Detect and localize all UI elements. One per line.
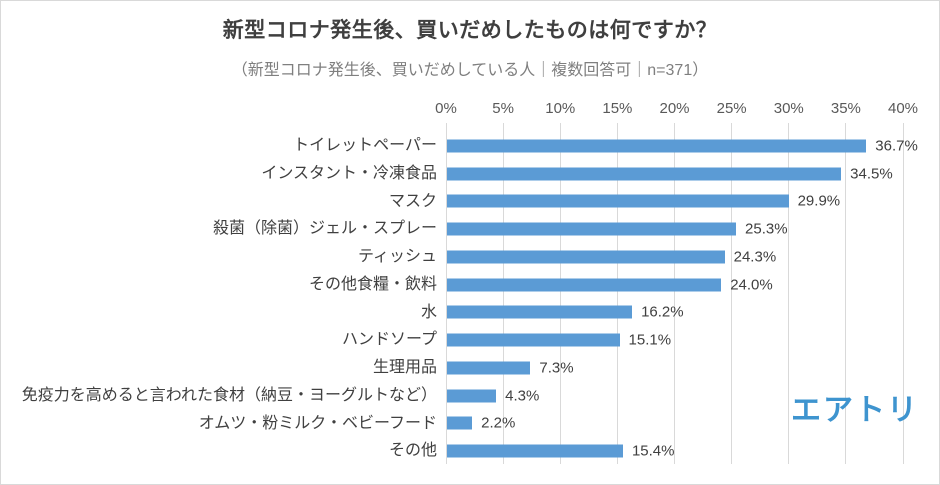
data-label: 2.2% — [481, 414, 516, 432]
category-label: ティッシュ — [357, 248, 437, 265]
chart-subtitle: （新型コロナ発生後、買いだめしている人｜複数回答可｜n=371） — [231, 62, 709, 79]
bar-row: 16.2% — [446, 299, 903, 327]
bar-row: 24.3% — [446, 243, 903, 271]
bar — [447, 139, 867, 153]
category-label: マスク — [388, 192, 437, 210]
bar — [447, 416, 473, 430]
x-tick-label: 25% — [716, 100, 747, 117]
x-tick-label: 20% — [659, 100, 690, 117]
data-label: 34.5% — [850, 165, 893, 183]
gridline — [674, 123, 675, 464]
value-axis-line — [445, 123, 447, 464]
bar-row: 36.7% — [446, 132, 918, 160]
bar-row: 7.3% — [446, 354, 903, 382]
x-axis: 0% 5% 10% 15% 20% 25% 30% 35% 40% — [435, 100, 918, 117]
bar-row: 15.1% — [446, 326, 903, 354]
gridlines — [445, 123, 904, 464]
data-label: 36.7% — [875, 137, 918, 155]
x-tick-label: 30% — [773, 100, 804, 117]
bar — [447, 250, 725, 264]
gridline — [845, 123, 847, 464]
x-tick-label: 5% — [492, 100, 514, 117]
airtrip-logo: エアトリ — [791, 394, 919, 427]
bar — [447, 305, 633, 319]
x-tick-label: 40% — [887, 100, 919, 117]
bar-row: 15.4% — [446, 437, 903, 465]
x-tick-label: 0% — [435, 100, 457, 117]
bar — [447, 361, 531, 375]
bar-row: 4.3% — [446, 382, 903, 410]
bar-row: 24.0% — [446, 271, 903, 299]
category-label: ハンドソープ — [341, 331, 437, 349]
data-label: 16.2% — [641, 303, 684, 321]
category-axis: トイレットペーパーインスタント・冷凍食品マスク殺菌（除菌）ジェル・スプレーティッ… — [1, 132, 437, 465]
gridline — [559, 123, 561, 464]
category-label: インスタント・冷凍食品 — [261, 164, 437, 182]
gridline — [731, 123, 733, 464]
bar — [447, 222, 737, 236]
category-label: 免疫力を高めると言われた食材（納豆・ヨーグルトなど） — [21, 386, 437, 404]
gridline — [616, 123, 618, 464]
bar — [447, 333, 620, 347]
data-label: 7.3% — [539, 359, 574, 377]
plot-area: 36.7% 34.5% 29.9% 25.3% 24.3% 24.0% 16.2% 15.1%… — [446, 132, 918, 465]
category-label: その他 — [388, 442, 437, 460]
data-label: 15.1% — [628, 331, 672, 349]
bar-row: 25.3% — [446, 215, 903, 243]
data-label: 29.9% — [797, 192, 841, 210]
category-label: 生理用品 — [372, 359, 437, 376]
x-tick-label: 35% — [830, 100, 861, 117]
bar-row: 2.2% — [446, 410, 903, 438]
bar — [447, 194, 789, 208]
bar-row: 29.9% — [446, 188, 903, 216]
category-label: トイレットペーパー — [293, 137, 437, 154]
data-label: 24.3% — [733, 248, 777, 266]
category-label: オムツ・粉ミルク・ベビーフード — [198, 414, 437, 432]
bar — [447, 278, 722, 292]
category-label: その他食糧・飲料 — [308, 275, 437, 293]
gridline — [502, 123, 504, 464]
data-label: 24.0% — [730, 276, 773, 294]
gridline — [788, 123, 790, 464]
bar — [447, 389, 497, 403]
gridline — [902, 123, 904, 464]
category-label: 殺菌（除菌）ジェル・スプレー — [212, 220, 437, 238]
bar — [447, 444, 623, 458]
data-label: 25.3% — [745, 220, 788, 238]
x-tick-label: 15% — [602, 100, 633, 117]
chart-title: 新型コロナ発生後、買いだめしたものは何ですか？ — [222, 19, 718, 42]
category-label: 水 — [420, 303, 437, 321]
data-label: 4.3% — [505, 387, 540, 405]
bar-row: 34.5% — [446, 160, 903, 188]
bar — [447, 167, 842, 181]
data-label: 15.4% — [631, 442, 675, 460]
x-tick-label: 10% — [545, 100, 576, 117]
